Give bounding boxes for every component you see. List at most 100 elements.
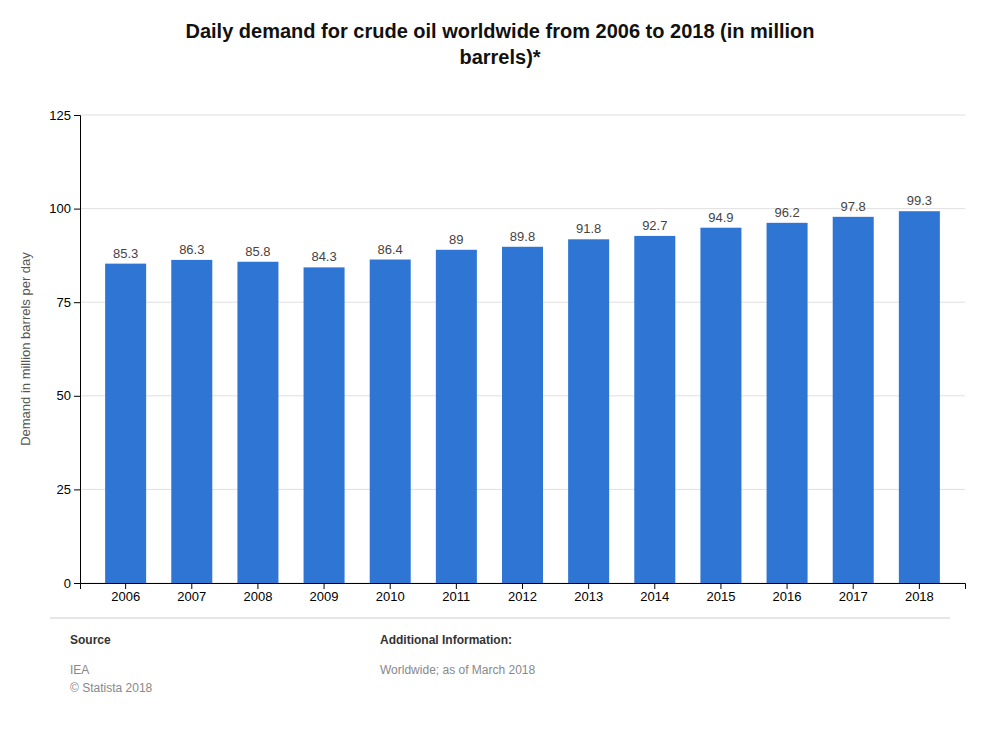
data-label: 89.8 (510, 229, 535, 244)
annotation: IEA (70, 663, 89, 677)
tick-label: 2015 (706, 589, 735, 604)
tick-mark (125, 583, 126, 589)
tick-label: 2010 (376, 589, 405, 604)
tick: 100 (49, 201, 80, 216)
data-label: 85.8 (245, 244, 270, 259)
bars (105, 211, 940, 583)
tick: 2017 (839, 583, 868, 604)
bar (171, 260, 212, 583)
bar (436, 250, 477, 583)
axis-line (74, 116, 81, 584)
bar (700, 228, 741, 583)
title: Daily demand for crude oil worldwide fro… (185, 20, 814, 68)
tick-mark (74, 209, 80, 210)
tick-mark (324, 583, 325, 589)
tick-mark (74, 115, 80, 116)
bar (767, 223, 808, 583)
tick-mark (74, 396, 80, 397)
tick-mark (853, 583, 854, 589)
tick-label: 0 (64, 576, 71, 591)
tick-label: 2011 (442, 589, 470, 604)
y-axis: 0 25 50 75 100 125 (49, 108, 80, 591)
tick-mark (588, 583, 589, 589)
tick: 2013 (574, 583, 603, 604)
tick-label: 100 (49, 201, 71, 216)
data-label: 86.4 (378, 242, 403, 257)
tick: 2006 (111, 583, 140, 604)
data-label: 91.8 (576, 221, 601, 236)
tick-label: 2018 (905, 589, 934, 604)
bar (568, 239, 609, 583)
y-axis-title: Demand in million barrels per day (18, 252, 33, 446)
bar (634, 236, 675, 583)
bar (899, 211, 940, 583)
tick: 0 (64, 576, 80, 591)
tick-label: 2013 (574, 589, 603, 604)
tick-label: 2007 (177, 589, 206, 604)
bar (105, 264, 146, 583)
tick-mark (74, 302, 80, 303)
bar (304, 267, 345, 583)
tick: 2007 (177, 583, 206, 604)
tick-mark (191, 583, 192, 589)
x-axis: 2006 2007 2008 2009 2010 2011 2012 2013 2014 2015… (81, 583, 966, 604)
tick-label: 2016 (773, 589, 802, 604)
data-label: 94.9 (708, 210, 733, 225)
annotation: © Statista 2018 (70, 681, 153, 695)
tick: 50 (57, 388, 80, 403)
bar (237, 262, 278, 583)
tick-label: 2017 (839, 589, 868, 604)
annotation: Worldwide; as of March 2018 (380, 663, 536, 677)
data-label: 85.3 (113, 246, 138, 261)
tick-mark (74, 489, 80, 490)
data-label: 86.3 (179, 242, 204, 257)
plot: 85.3 86.3 85.8 84.3 86.4 89 89.8 91.8 92.7 94.9 96… (18, 108, 966, 605)
tick-label: 25 (57, 482, 71, 497)
tick-label: 50 (57, 388, 71, 403)
tick-mark (456, 583, 457, 589)
bar (370, 260, 411, 583)
tick-mark (74, 583, 80, 584)
tick-label: 2009 (310, 589, 339, 604)
tick-label: 2006 (111, 589, 140, 604)
data-label: 99.3 (907, 193, 932, 208)
grid-line (80, 115, 965, 116)
tick-label: 125 (49, 108, 71, 123)
tick-mark (787, 583, 788, 589)
data-label: 84.3 (311, 249, 336, 264)
tick-label: 2012 (508, 589, 537, 604)
tick: 75 (57, 295, 80, 310)
tick-label: 2008 (243, 589, 272, 604)
tick-label: 75 (57, 295, 71, 310)
axis-line (81, 584, 966, 590)
tick: 125 (49, 108, 80, 123)
tick-mark (390, 583, 391, 589)
tick-mark (919, 583, 920, 589)
annotation: Source (70, 633, 111, 647)
tick: 2009 (310, 583, 339, 604)
footer-separator (50, 618, 950, 619)
tick-mark (257, 583, 258, 589)
tick: 2016 (773, 583, 802, 604)
tick: 2015 (706, 583, 735, 604)
tick: 2010 (376, 583, 405, 604)
annotation: Additional Information: (380, 633, 512, 647)
grid-line (80, 208, 965, 209)
tick: 2014 (640, 583, 669, 604)
data-label: 92.7 (642, 218, 667, 233)
tick-mark (720, 583, 721, 589)
data-label: 89 (449, 232, 463, 247)
tick-label: 2014 (640, 589, 669, 604)
bar (502, 247, 543, 583)
tick: 2018 (905, 583, 934, 604)
tick: 2008 (243, 583, 272, 604)
data-label: 96.2 (774, 205, 799, 220)
tick: 25 (57, 482, 80, 497)
tick-mark (654, 583, 655, 589)
tick-mark (522, 583, 523, 589)
chart: Daily demand for crude oil worldwide fro… (0, 0, 1000, 743)
grid (80, 115, 965, 583)
bar (833, 217, 874, 583)
data-label: 97.8 (841, 199, 866, 214)
data-labels: 85.3 86.3 85.8 84.3 86.4 89 89.8 91.8 92.7 94.9 96… (113, 193, 932, 264)
